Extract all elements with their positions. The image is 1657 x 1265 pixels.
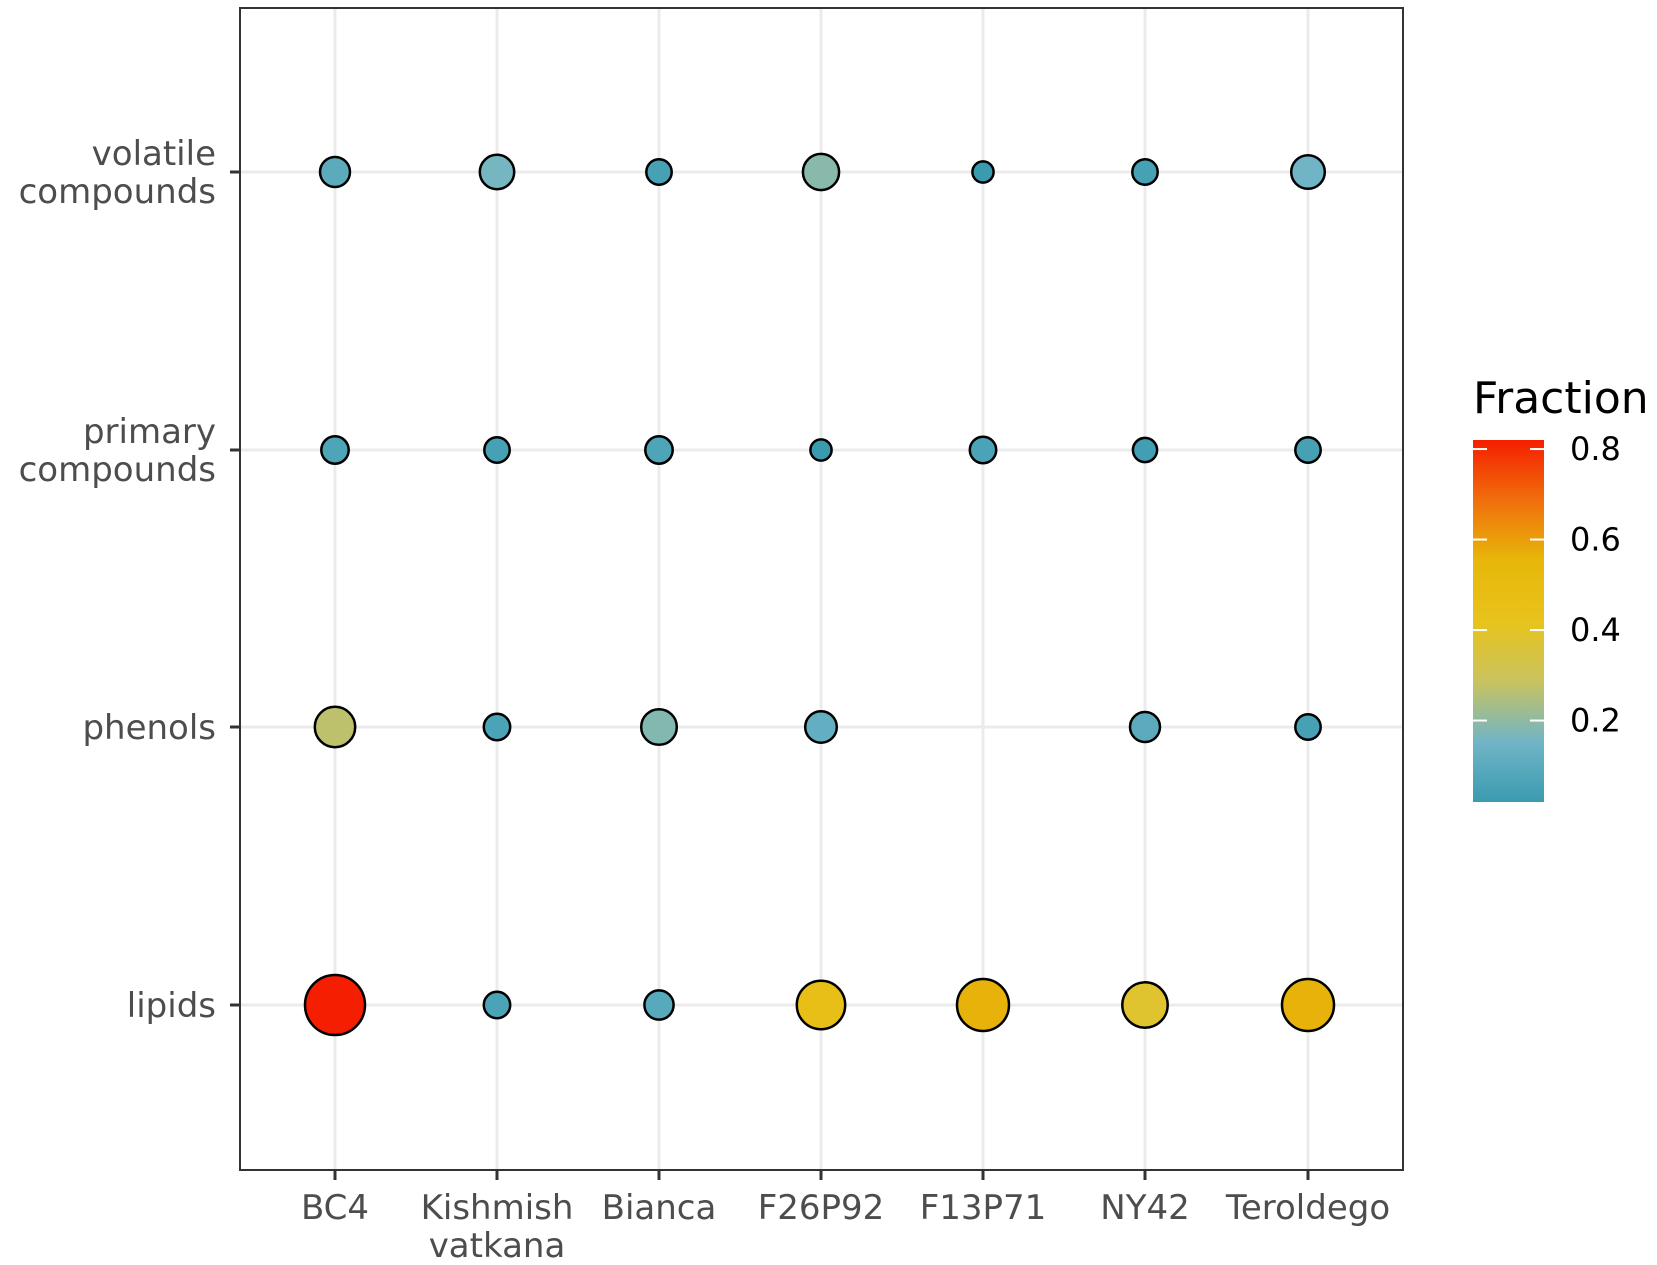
y-tick-label: phenols	[82, 708, 216, 748]
x-tick-label: BC4	[301, 1188, 369, 1228]
legend-tick-label: 0.2	[1570, 702, 1621, 740]
point-f26p92-lipids	[795, 979, 847, 1031]
point-ny42-phenols	[1128, 710, 1162, 744]
x-tick-label: vatkana	[429, 1226, 566, 1265]
x-tick-label: Teroldego	[1225, 1188, 1390, 1228]
point-bc4-primary-compounds	[320, 435, 350, 465]
legend-colorbar	[1473, 440, 1544, 802]
y-tick-label: volatile	[92, 134, 216, 174]
point-kishmish-vatkana-volatile-compounds	[478, 153, 516, 191]
y-tick-label: compounds	[19, 172, 216, 212]
point-bc4-volatile-compounds	[318, 155, 352, 189]
point-f13p71-lipids	[955, 977, 1011, 1033]
x-tick-label: Bianca	[602, 1188, 717, 1228]
point-ny42-primary-compounds	[1131, 436, 1159, 464]
point-teroldego-primary-compounds	[1294, 436, 1322, 464]
data-points	[303, 152, 1336, 1037]
point-ny42-lipids	[1121, 981, 1169, 1029]
point-bianca-primary-compounds	[644, 435, 674, 465]
point-f13p71-volatile-compounds	[971, 160, 995, 184]
legend: Fraction 0.2 0.4 0.6 0.8	[1473, 373, 1649, 802]
point-f26p92-primary-compounds	[809, 438, 833, 462]
point-bianca-phenols	[639, 707, 679, 747]
point-teroldego-lipids	[1280, 977, 1336, 1033]
legend-tick-label: 0.4	[1570, 611, 1621, 649]
point-kishmish-vatkana-lipids	[482, 990, 512, 1020]
point-kishmish-vatkana-phenols	[482, 712, 512, 742]
point-bc4-phenols	[313, 705, 357, 749]
point-teroldego-phenols	[1294, 713, 1322, 741]
point-bianca-volatile-compounds	[645, 158, 673, 186]
x-tick-label: F26P92	[758, 1188, 885, 1228]
x-tick-label: F13P71	[920, 1188, 1047, 1228]
legend-tick-label: 0.8	[1570, 430, 1621, 468]
y-tick-label: primary	[83, 412, 216, 452]
point-f26p92-volatile-compounds	[801, 152, 841, 192]
point-f13p71-primary-compounds	[968, 435, 998, 465]
y-tick-label: lipids	[127, 986, 216, 1026]
point-bianca-lipids	[643, 989, 675, 1021]
point-f26p92-phenols	[803, 709, 839, 745]
point-ny42-volatile-compounds	[1131, 158, 1159, 186]
point-kishmish-vatkana-primary-compounds	[483, 436, 511, 464]
legend-tick-label: 0.6	[1570, 521, 1621, 559]
legend-title: Fraction	[1473, 373, 1649, 424]
point-bc4-lipids	[303, 973, 367, 1037]
point-teroldego-volatile-compounds	[1289, 153, 1327, 191]
x-tick-label: NY42	[1100, 1188, 1189, 1228]
y-tick-label: compounds	[19, 450, 216, 490]
x-tick-label: Kishmish	[421, 1188, 574, 1228]
